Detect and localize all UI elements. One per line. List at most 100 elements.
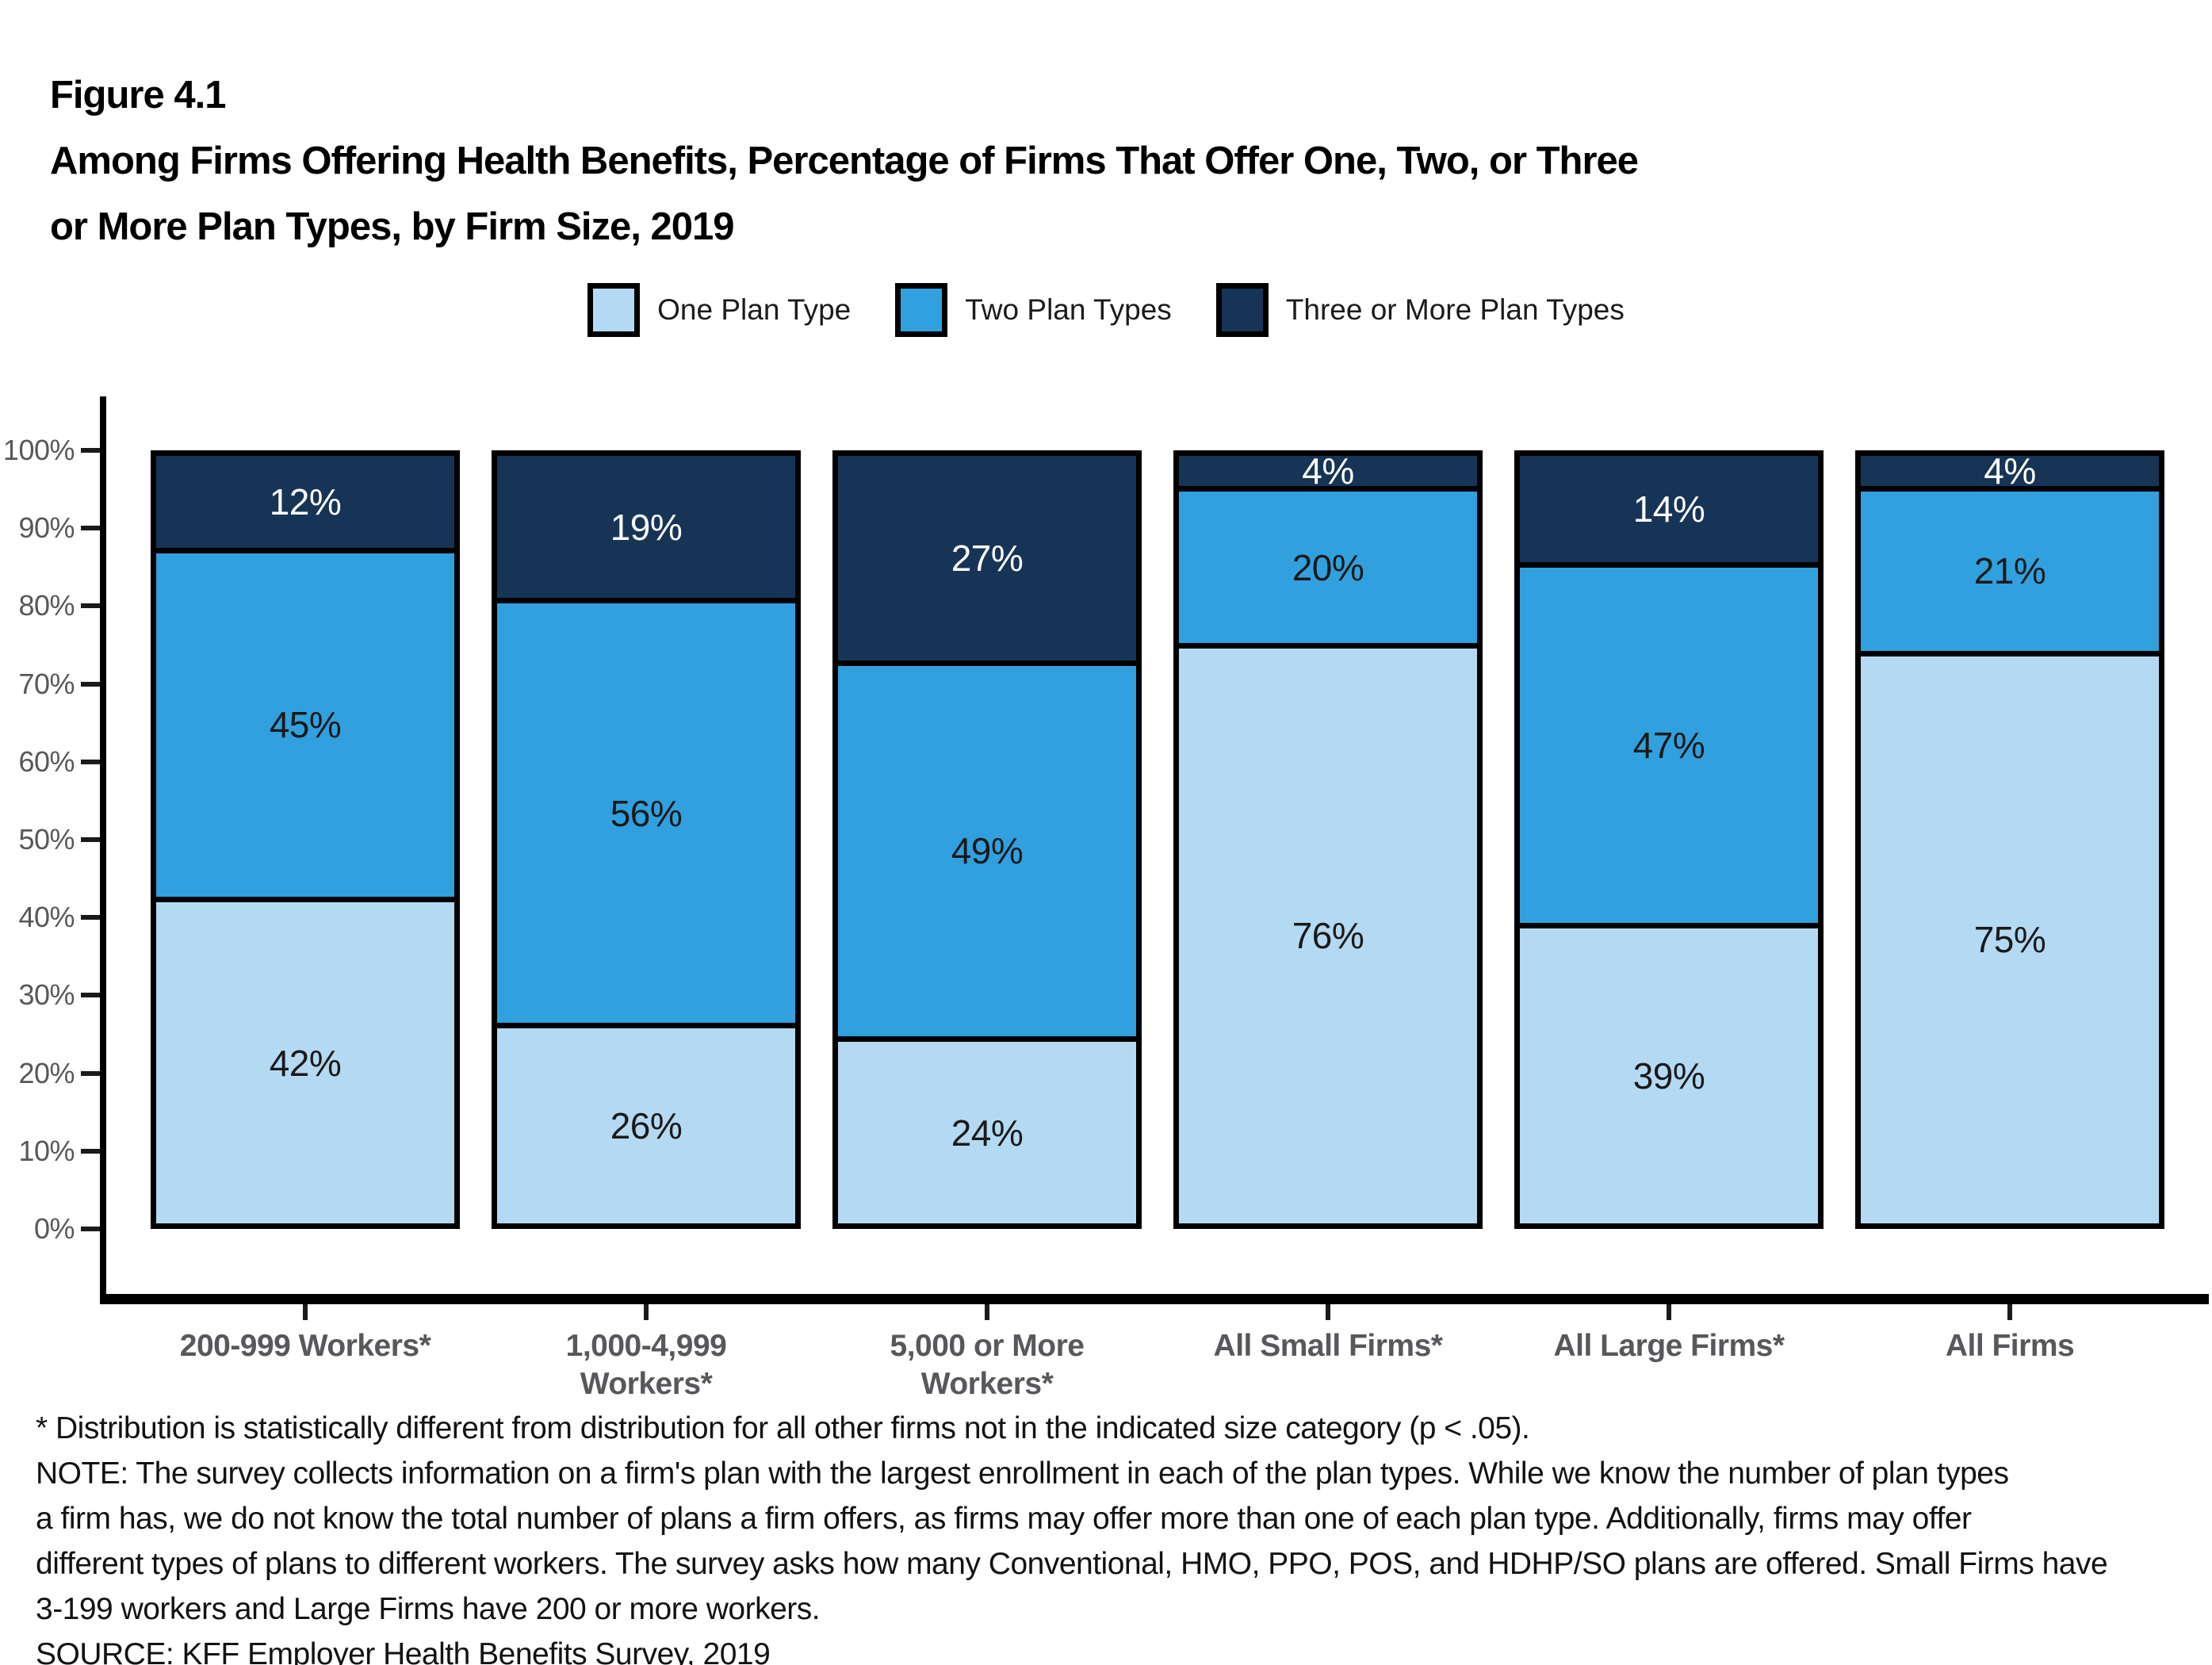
bar-segment-label: 42% [269,1042,342,1084]
y-axis-tick [81,1148,100,1154]
x-axis-category-label: All Firms [1945,1329,2075,1363]
bar-segment-label: 56% [610,792,683,834]
y-axis-tick-label: 20% [18,1056,75,1089]
y-axis-tick [81,993,100,998]
bar-200-999-workers: 12% 45% 42% [151,450,460,1229]
footnote-note-line2: a firm has, we do not know the total num… [36,1502,1972,1536]
x-axis-category-label: All Small Firms* [1213,1329,1443,1363]
x-axis-tick [2007,1304,2012,1320]
legend-item-label: Three or More Plan Types [1285,293,1625,326]
bar-all-small-firms: 4% 20% 76% [1173,450,1483,1229]
y-axis-tick [81,1227,100,1231]
bar-segment-label: 26% [610,1105,683,1147]
figure-label: Figure 4.1 [50,74,226,117]
y-axis-tick-label: 50% [18,823,75,855]
y-axis-tick [81,915,100,921]
bar-segment-two-plan-types: 20% [1179,486,1477,643]
y-axis-tick-label: 80% [18,589,75,622]
legend-item-label: One Plan Type [657,293,852,326]
bar-segment-three-or-more-plan-types: 19% [497,456,795,599]
bar-segment-label: 39% [1632,1054,1705,1097]
bar-segment-label: 19% [610,506,683,548]
bar-segment-label: 21% [1973,550,2046,592]
x-axis-category-label: 5,000 or More Workers* [890,1329,1085,1401]
x-axis-tick [644,1304,649,1320]
figure-title-line2: or More Plan Types, by Firm Size, 2019 [50,205,734,248]
x-axis-category-label: All Large Firms* [1553,1329,1785,1363]
x-axis-line [100,1294,2209,1304]
bar-segment-label: 76% [1292,915,1364,957]
figure-title-line1: Among Firms Offering Health Benefits, Pe… [50,140,1639,182]
bar-segment-label: 20% [1292,546,1364,588]
y-axis-tick-label: 40% [18,901,75,934]
bar-segment-label: 12% [269,480,342,522]
bar-segment-one-plan-type: 39% [1520,922,1818,1223]
bar-segment-one-plan-type: 42% [156,897,454,1224]
footnotes: * Distribution is statistically differen… [36,1406,2108,1665]
footnote-note-line3: different types of plans to different wo… [36,1547,2108,1581]
footnote-source: SOURCE: KFF Employer Health Benefits Sur… [36,1637,771,1665]
bar-segment-label: 45% [269,704,342,746]
legend-item-label: Two Plan Types [965,293,1172,326]
y-axis-line [100,396,106,1304]
bar-segment-two-plan-types: 56% [497,598,795,1024]
y-axis-tick [81,759,100,764]
y-axis-tick [81,837,100,842]
bar-segment-label: 27% [951,537,1024,579]
y-axis-tick-label: 30% [18,978,75,1012]
bar-segment-three-or-more-plan-types: 4% [1861,450,2159,492]
y-axis-tick-label: 60% [18,744,75,778]
footnote-note-line4: 3-199 workers and Large Firms have 200 o… [36,1592,821,1626]
bar-segment-one-plan-type: 76% [1179,642,1477,1223]
y-axis-tick [81,526,100,531]
bar-5-000-or-more-workers: 27% 49% 24% [832,450,1142,1229]
bar-segment-label: 4% [1302,450,1354,492]
bar-segment-label: 47% [1632,724,1705,766]
bar-segment-two-plan-types: 21% [1861,486,2159,651]
x-axis-tick [303,1304,308,1320]
bar-all-firms: 4% 21% 75% [1855,450,2164,1229]
legend-swatch [1215,283,1269,337]
plot-area: 12% 45% 42% 19% 56% 26% 27% 49% 24% 4% 20% 76% 14% 47… [151,450,2164,1229]
bar-1-000-4-999-workers: 19% 56% 26% [492,450,801,1229]
bar-segment-one-plan-type: 24% [838,1036,1136,1223]
bar-segment-one-plan-type: 75% [1861,650,2159,1223]
y-axis-tick [81,681,100,687]
y-axis-tick-label: 0% [33,1212,75,1245]
legend-item: Three or More Plan Types [1215,283,1625,337]
legend-item: Two Plan Types [895,283,1172,337]
bar-segment-label: 14% [1632,488,1705,530]
bar-segment-label: 75% [1973,919,2046,961]
title-block: Figure 4.1 Among Firms Offering Health B… [50,63,1639,260]
bar-segment-label: 4% [1984,450,2036,492]
bar-segment-three-or-more-plan-types: 27% [838,456,1136,660]
x-axis-tick [985,1304,989,1320]
x-axis-category-label: 1,000-4,999 Workers* [565,1329,727,1401]
bar-segment-three-or-more-plan-types: 12% [156,456,454,548]
y-axis-tick [81,448,100,453]
y-axis-tick [81,603,100,609]
bar-segment-label: 49% [951,830,1024,872]
legend-swatch [895,283,948,337]
x-axis-tick [1326,1304,1330,1320]
bar-segment-two-plan-types: 49% [838,660,1136,1037]
footnote-asterisk: * Distribution is statistically differen… [36,1411,1530,1445]
bar-segment-label: 24% [951,1112,1024,1154]
legend-swatch [587,283,641,337]
bar-segment-two-plan-types: 47% [1520,561,1818,923]
bar-segment-one-plan-type: 26% [497,1023,795,1223]
y-axis-tick-label: 90% [18,511,75,545]
bar-segment-two-plan-types: 45% [156,547,454,898]
y-axis-tick-label: 100% [2,434,75,466]
legend-item: One Plan Type [587,283,851,337]
chart-legend: One Plan Type Two Plan Types Three or More… [0,276,2212,344]
x-axis-category-label: 200-999 Workers* [179,1329,431,1363]
y-axis-tick [81,1070,100,1076]
footnote-note-line1: NOTE: The survey collects information on… [36,1456,2009,1491]
bar-segment-three-or-more-plan-types: 14% [1520,456,1818,562]
bar-segment-three-or-more-plan-types: 4% [1179,450,1477,492]
bar-all-large-firms: 14% 47% 39% [1514,450,1824,1229]
x-axis-tick [1667,1304,1671,1320]
y-axis-tick-label: 70% [18,667,75,700]
